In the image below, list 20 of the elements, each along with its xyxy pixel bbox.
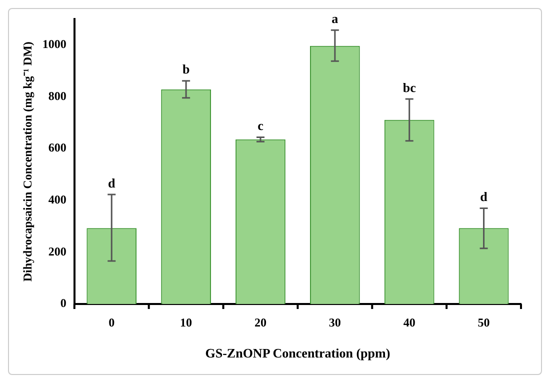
y-tick-label: 800 — [48, 88, 66, 103]
y-tick-label: 200 — [48, 244, 66, 258]
y-axis-title: Dihydrocapsaicin Concentration (mg kg⁻¹ DM) — [20, 42, 34, 282]
y-tick-label: 1000 — [42, 37, 66, 52]
annotation: bc — [402, 80, 416, 95]
y-tick-label: 600 — [48, 140, 66, 155]
x-tick-label: 0 — [108, 315, 115, 330]
annotation: d — [108, 175, 116, 190]
x-tick-label: 40 — [403, 315, 416, 330]
x-tick-label: 50 — [478, 315, 490, 330]
y-tick-label: 0 — [60, 296, 66, 310]
x-axis-title: GS-ZnONP Concentration (ppm) — [205, 346, 390, 361]
annotation: d — [480, 189, 488, 204]
y-tick-label: 400 — [48, 192, 66, 207]
annotation: c — [258, 118, 264, 134]
annotation: a — [332, 10, 339, 26]
x-tick-label: 10 — [180, 315, 192, 330]
x-tick-label: 20 — [254, 315, 266, 330]
x-tick-label: 30 — [328, 315, 341, 330]
annotation: b — [182, 62, 190, 77]
